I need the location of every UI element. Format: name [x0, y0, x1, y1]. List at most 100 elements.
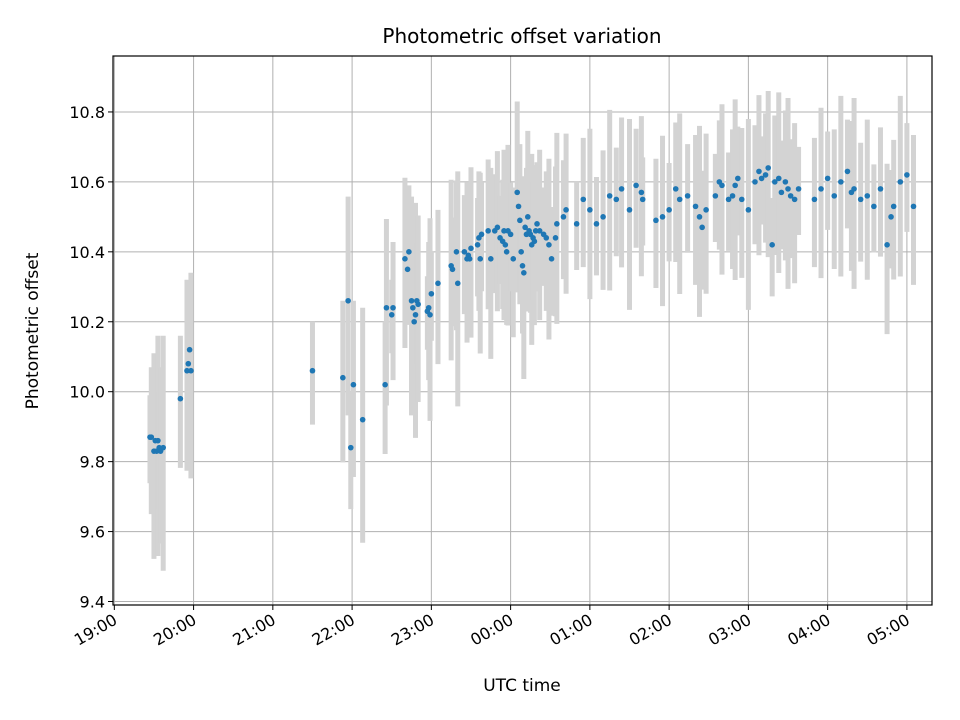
data-point	[382, 381, 388, 388]
x-tick-label: 22:00	[309, 610, 358, 650]
data-point	[653, 217, 659, 224]
data-point	[593, 221, 600, 227]
x-axis-label: UTC time	[483, 676, 561, 696]
x-tick-label: 03:00	[705, 610, 754, 650]
data-point	[521, 270, 527, 276]
data-point	[752, 179, 758, 185]
data-point	[478, 231, 485, 238]
data-point	[758, 175, 765, 182]
data-point	[684, 193, 691, 199]
data-point	[449, 266, 456, 273]
x-tick-label: 20:00	[150, 610, 199, 650]
data-point	[534, 221, 540, 227]
data-point	[427, 311, 433, 318]
data-point	[745, 207, 752, 213]
data-point	[560, 214, 567, 220]
data-point	[699, 224, 705, 231]
y-tick-label: 9.8	[80, 453, 105, 472]
x-tick-label: 01:00	[546, 610, 595, 650]
data-point	[703, 207, 709, 213]
x-tick-label: 23:00	[388, 610, 437, 650]
data-point	[888, 214, 894, 220]
data-point	[729, 193, 736, 199]
data-point	[425, 304, 432, 311]
data-point	[600, 214, 606, 220]
data-point	[696, 214, 703, 220]
data-point	[613, 196, 620, 203]
data-point	[390, 304, 396, 311]
data-point	[515, 203, 522, 210]
data-points	[147, 165, 917, 454]
data-point	[818, 186, 824, 192]
data-point	[756, 168, 762, 175]
data-point	[871, 203, 877, 210]
data-point	[857, 196, 864, 203]
data-point	[519, 263, 526, 269]
y-tick-label: 9.4	[80, 593, 105, 612]
data-point	[517, 217, 523, 224]
x-tick-label: 19:00	[71, 610, 120, 650]
data-point	[548, 256, 555, 262]
data-point	[587, 207, 593, 213]
data-point	[719, 182, 725, 189]
y-axis-label: Photometric offset	[23, 252, 43, 409]
data-point	[477, 256, 484, 262]
x-tick-label: 02:00	[626, 610, 675, 650]
data-point	[543, 235, 550, 241]
data-point	[785, 186, 791, 192]
data-point	[514, 189, 521, 196]
data-point	[824, 175, 831, 182]
data-point	[712, 193, 719, 199]
data-point	[518, 249, 524, 255]
x-tick-label: 21:00	[229, 610, 278, 650]
data-point	[474, 242, 481, 248]
data-point	[536, 228, 543, 234]
data-point	[811, 196, 818, 203]
data-point	[340, 374, 346, 381]
data-point	[606, 193, 613, 199]
data-point	[494, 224, 501, 231]
y-tick-label: 10.8	[69, 103, 105, 122]
data-point	[626, 207, 633, 213]
data-point	[531, 238, 538, 245]
data-point	[772, 179, 778, 185]
data-point	[732, 182, 738, 189]
data-point	[507, 231, 514, 238]
data-point	[864, 193, 871, 199]
data-point	[160, 444, 166, 451]
data-point	[554, 221, 560, 227]
data-point	[618, 186, 625, 192]
x-tick-label: 00:00	[467, 610, 516, 650]
data-point	[838, 179, 844, 185]
data-point	[884, 242, 890, 248]
data-point	[573, 221, 580, 227]
data-point	[735, 175, 741, 182]
data-point	[762, 172, 769, 178]
data-point	[676, 196, 683, 203]
data-point	[831, 193, 838, 199]
data-point	[765, 165, 771, 171]
data-point	[510, 256, 517, 262]
y-tick-label: 10.6	[69, 173, 105, 192]
data-point	[468, 245, 474, 252]
data-point	[795, 186, 802, 192]
data-point	[791, 196, 798, 203]
data-point	[410, 304, 416, 311]
data-point	[769, 242, 775, 248]
data-point	[552, 235, 559, 241]
data-point	[546, 242, 552, 248]
chart-title: Photometric offset variation	[382, 24, 661, 48]
data-point	[503, 249, 510, 255]
data-point	[633, 182, 639, 189]
data-point	[532, 228, 539, 234]
data-point	[466, 256, 473, 262]
x-tick-label: 05:00	[863, 610, 912, 650]
data-point	[388, 311, 395, 318]
plot-frame	[112, 55, 933, 606]
data-point	[415, 301, 421, 308]
y-tick-label: 10.4	[69, 243, 105, 262]
data-point	[666, 207, 672, 213]
data-point	[524, 214, 531, 220]
data-point	[672, 186, 679, 192]
data-point	[501, 228, 507, 234]
